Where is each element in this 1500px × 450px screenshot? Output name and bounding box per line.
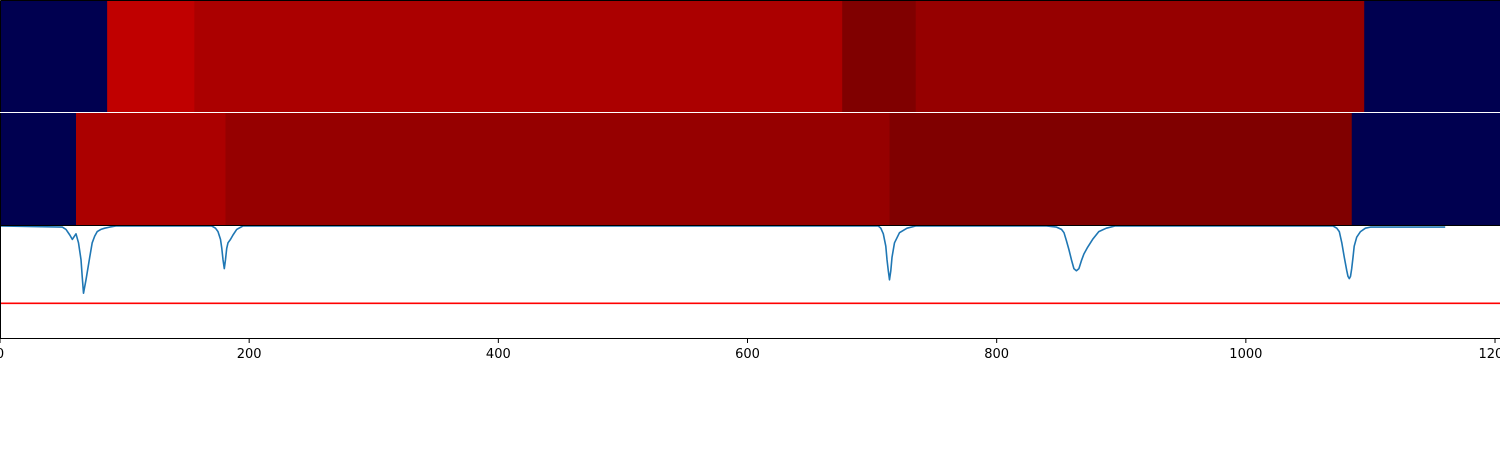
signal-line [0, 225, 1446, 295]
top-band-segment-0 [0, 1, 108, 112]
top-band-segment-2 [194, 1, 843, 112]
middle-band-segment-0 [0, 113, 77, 225]
top-band-segment-4 [915, 1, 1365, 112]
top-heatmap-band [0, 1, 1500, 112]
middle-band-segment-2 [225, 113, 891, 225]
top-band-segment-3 [842, 1, 917, 112]
middle-band-segment-1 [75, 113, 226, 225]
middle-band-segment-4 [1351, 113, 1500, 225]
signal-line-panel [0, 225, 1500, 305]
middle-heatmap-band [0, 113, 1500, 225]
x-tick-label-0: 0 [0, 347, 4, 362]
x-tick-label-800: 800 [984, 347, 1009, 362]
top-band-segment-1 [107, 1, 195, 112]
x-tick-label-600: 600 [735, 347, 760, 362]
x-tick-label-200: 200 [237, 347, 262, 362]
middle-band-segment-3 [889, 113, 1353, 225]
x-tick-label-1200: 1200 [1478, 347, 1500, 362]
x-tick-label-400: 400 [486, 347, 511, 362]
panel-frames [0, 0, 1500, 339]
x-axis: 0 200 400 600 800 1000 1200 [0, 338, 1500, 362]
x-tick-label-1000: 1000 [1229, 347, 1262, 362]
top-band-segment-5 [1364, 1, 1500, 112]
